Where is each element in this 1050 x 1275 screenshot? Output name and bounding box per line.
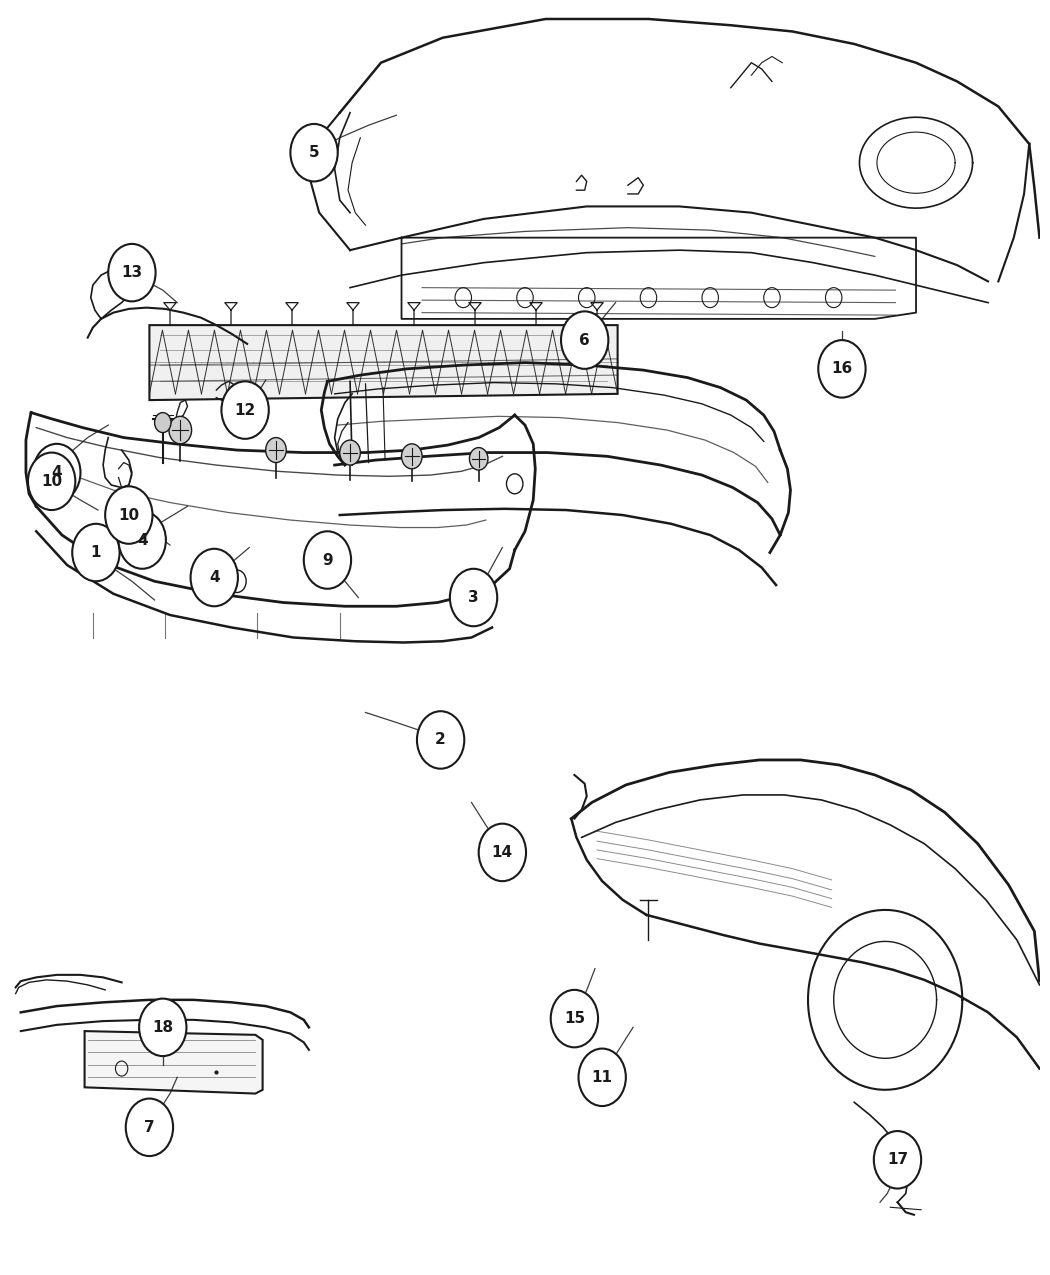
Text: 9: 9 — [322, 552, 333, 567]
Circle shape — [139, 998, 187, 1056]
Circle shape — [449, 569, 498, 626]
Circle shape — [126, 1099, 173, 1156]
Text: 12: 12 — [234, 403, 256, 418]
Circle shape — [874, 1131, 921, 1188]
Text: 17: 17 — [887, 1153, 908, 1168]
Circle shape — [550, 989, 598, 1047]
Circle shape — [154, 413, 171, 432]
Circle shape — [34, 444, 81, 501]
Text: 2: 2 — [436, 732, 446, 747]
Text: 11: 11 — [592, 1070, 612, 1085]
Polygon shape — [85, 1031, 262, 1094]
Circle shape — [469, 448, 488, 470]
Text: 16: 16 — [832, 361, 853, 376]
Circle shape — [417, 711, 464, 769]
Circle shape — [169, 417, 191, 444]
Text: 14: 14 — [491, 845, 512, 859]
Circle shape — [303, 532, 351, 589]
Circle shape — [579, 1048, 626, 1105]
Text: 10: 10 — [41, 474, 62, 488]
Circle shape — [108, 244, 155, 301]
Circle shape — [479, 824, 526, 881]
Text: 10: 10 — [119, 507, 140, 523]
Text: 5: 5 — [309, 145, 319, 161]
Text: 4: 4 — [136, 533, 147, 547]
Text: 4: 4 — [209, 570, 219, 585]
Circle shape — [818, 340, 865, 398]
Text: 13: 13 — [122, 265, 143, 280]
Text: 18: 18 — [152, 1020, 173, 1035]
Circle shape — [222, 381, 269, 439]
Circle shape — [119, 511, 166, 569]
Text: 1: 1 — [90, 544, 101, 560]
Circle shape — [191, 548, 238, 607]
Circle shape — [72, 524, 120, 581]
Circle shape — [291, 124, 338, 181]
Circle shape — [105, 486, 152, 543]
Circle shape — [28, 453, 76, 510]
Circle shape — [266, 437, 287, 463]
Circle shape — [340, 440, 360, 465]
Text: 7: 7 — [144, 1119, 154, 1135]
Polygon shape — [149, 325, 617, 400]
Circle shape — [401, 444, 422, 469]
Text: 4: 4 — [51, 465, 62, 481]
Text: 15: 15 — [564, 1011, 585, 1026]
Circle shape — [561, 311, 608, 368]
Text: 3: 3 — [468, 590, 479, 606]
Text: 6: 6 — [580, 333, 590, 348]
